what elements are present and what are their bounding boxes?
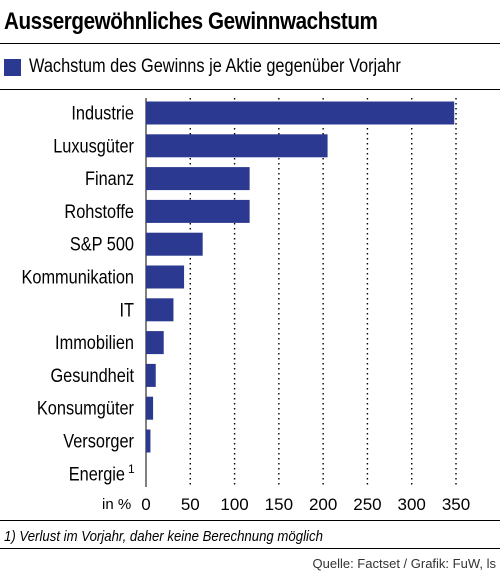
footnote-marker: 1 (128, 462, 135, 476)
title-rule (0, 43, 500, 44)
x-tick-label: 250 (353, 495, 381, 514)
bar (146, 396, 154, 420)
legend-label: Wachstum des Gewinns je Aktie gegenüber … (29, 56, 401, 77)
category-label: Energie (69, 463, 125, 484)
bar (146, 232, 203, 256)
category-label: Rohstoffe (64, 201, 134, 222)
x-tick-label: 50 (181, 495, 200, 514)
x-tick-label: 100 (220, 495, 248, 514)
bar (146, 167, 250, 191)
footnote-rule (0, 520, 500, 521)
bar (146, 101, 455, 125)
category-label: Gesundheit (50, 365, 134, 386)
category-label: Versorger (63, 430, 134, 451)
bar (146, 265, 185, 289)
footnote: 1) Verlust im Vorjahr, daher keine Berec… (4, 528, 323, 545)
tick-labels: 0 50 100 150 200 250 300 350 (141, 495, 470, 514)
legend-rule (0, 89, 500, 90)
unit-label: in % (102, 496, 131, 513)
bar (146, 363, 156, 387)
bar (146, 199, 250, 223)
category-label: Finanz (85, 168, 134, 189)
source-credit: Quelle: Factset / Grafik: FuW, ls (312, 556, 497, 571)
category-label: IT (119, 299, 134, 320)
bars (146, 101, 455, 453)
grid-lines (145, 98, 457, 487)
bar (146, 429, 151, 453)
x-tick-label: 150 (265, 495, 293, 514)
category-label: Industrie (71, 102, 134, 123)
x-tick-label: 350 (442, 495, 470, 514)
x-tick-label: 200 (309, 495, 337, 514)
category-label: Luxusgüter (53, 135, 134, 156)
x-tick-label: 300 (398, 495, 426, 514)
legend-swatch (4, 58, 21, 76)
chart-title: Aussergewöhnliches Gewinnwachstum (4, 8, 378, 35)
x-tick-label: 0 (141, 495, 150, 514)
category-label: Immobilien (55, 332, 134, 353)
category-labels: Industrie Luxusgüter Finanz Rohstoffe S&P 50… (21, 102, 135, 484)
category-label: S&P 500 (70, 234, 134, 255)
source-rule (0, 548, 500, 549)
bar (146, 298, 174, 322)
legend: Wachstum des Gewinns je Aktie gegenüber … (4, 55, 461, 79)
bar (146, 134, 328, 158)
bar (146, 331, 164, 355)
category-label: Konsumgüter (37, 398, 134, 419)
bar-chart: Industrie Luxusgüter Finanz Rohstoffe S&P 50… (21, 98, 470, 514)
category-label: Kommunikation (21, 266, 134, 287)
